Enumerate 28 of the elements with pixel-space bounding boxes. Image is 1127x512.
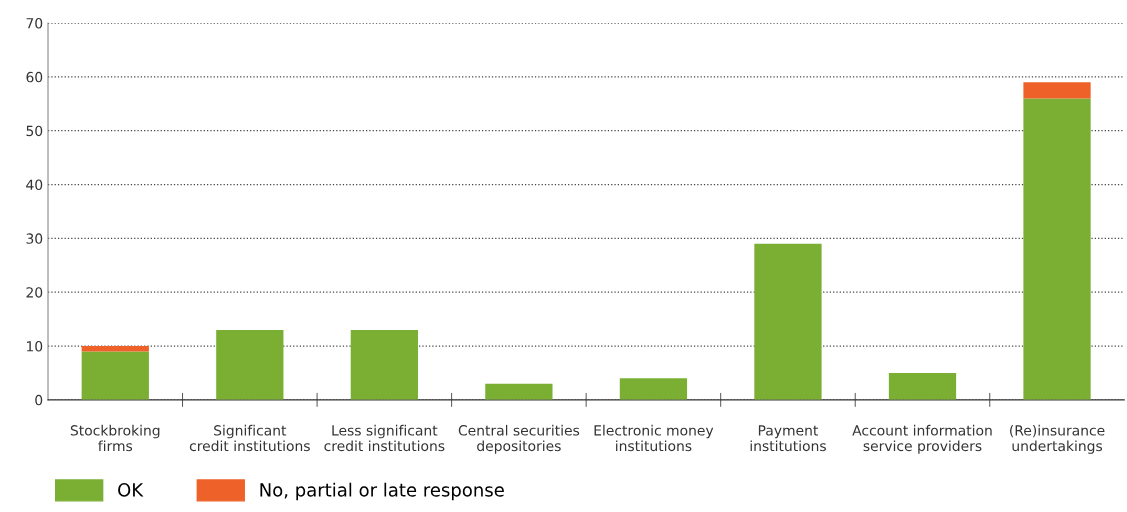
y-tick-label: 30 xyxy=(26,233,43,244)
x-tick-label: Electronic money institutions xyxy=(594,424,714,452)
legend-label: OK xyxy=(118,483,144,497)
x-tick-label: Central securities depositories xyxy=(458,424,580,454)
x-tick-label: Significant credit institutions xyxy=(189,424,310,452)
y-tick-label: 20 xyxy=(26,287,43,298)
y-tick-label: 40 xyxy=(26,179,43,191)
x-tick-label: Stockbroking firms xyxy=(70,424,160,452)
y-tick-label: 70 xyxy=(26,18,43,29)
legend-label: No, partial or late response xyxy=(260,482,504,501)
bar xyxy=(81,346,149,352)
bar xyxy=(619,378,688,400)
x-tick-label: Less significant credit institutions xyxy=(324,424,445,452)
x-tick-label: Account information service providers xyxy=(852,424,992,454)
bar xyxy=(1023,82,1091,99)
y-tick-label: 0 xyxy=(35,394,43,406)
bar xyxy=(888,372,957,400)
bar xyxy=(81,351,149,400)
y-tick-label: 60 xyxy=(26,71,43,83)
y-tick-label: 50 xyxy=(26,125,43,137)
bar xyxy=(1023,98,1091,400)
bar xyxy=(216,329,284,400)
bar xyxy=(754,243,822,400)
y-tick-label: 10 xyxy=(27,341,43,352)
x-tick-label: (Re)insurance undertakings xyxy=(1010,424,1105,454)
x-tick-label: Payment institutions xyxy=(750,425,826,452)
bar xyxy=(485,383,553,400)
bar xyxy=(350,329,418,400)
